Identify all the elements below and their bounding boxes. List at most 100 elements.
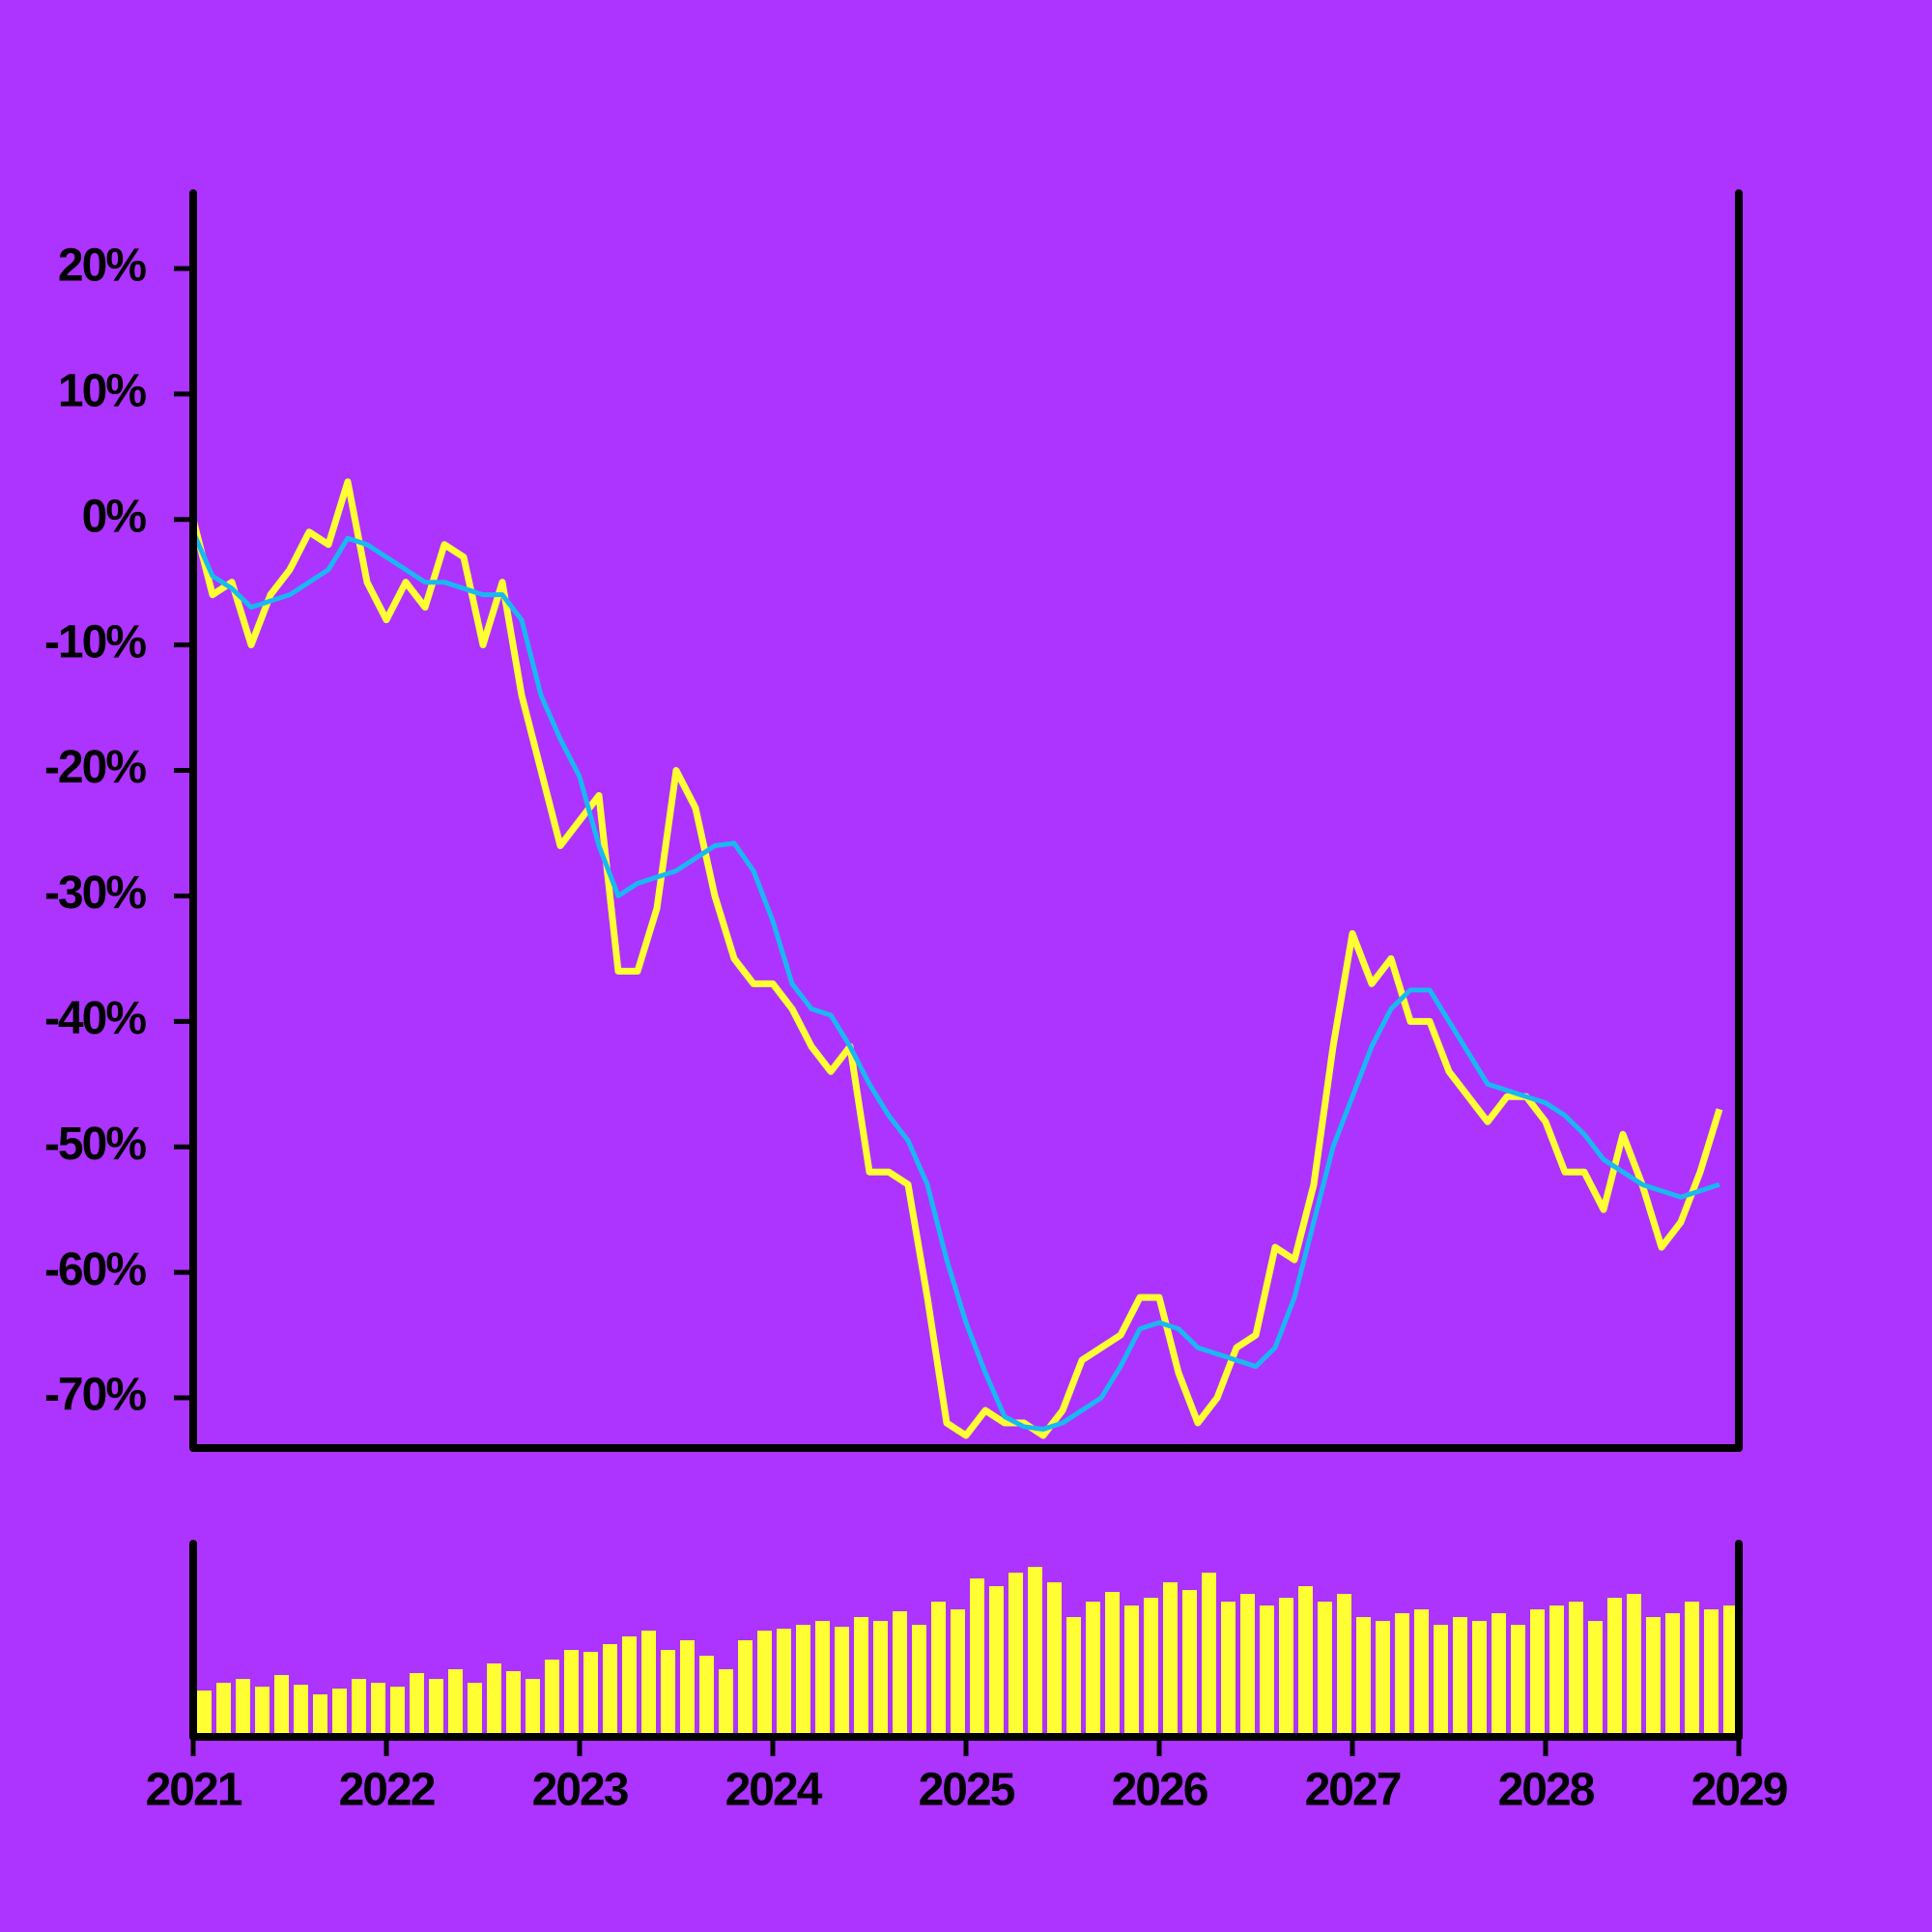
- volume-bar: [1395, 1613, 1409, 1737]
- volume-bar: [1434, 1625, 1448, 1737]
- volume-bar: [255, 1687, 270, 1737]
- volume-bar: [1627, 1594, 1641, 1737]
- volume-bar: [931, 1602, 946, 1737]
- volume-bar: [1066, 1617, 1081, 1737]
- volume-bar: [429, 1679, 443, 1737]
- volume-bar: [197, 1690, 212, 1737]
- volume-bar: [970, 1578, 984, 1737]
- volume-bar: [1124, 1605, 1139, 1737]
- volume-bar: [352, 1679, 366, 1737]
- volume-bar: [1549, 1605, 1564, 1737]
- y-tick-label: 10%: [58, 366, 146, 417]
- volume-bar: [1569, 1602, 1583, 1737]
- volume-bar: [757, 1631, 772, 1737]
- volume-bar: [371, 1683, 385, 1737]
- volume-bar: [1376, 1621, 1390, 1737]
- volume-bar: [1588, 1621, 1603, 1737]
- volume-bar: [274, 1675, 289, 1737]
- volume-bar: [641, 1631, 656, 1737]
- volume-bar: [1144, 1598, 1158, 1737]
- x-tick-label: 2025: [919, 1765, 1015, 1816]
- x-tick-label: 2027: [1305, 1765, 1401, 1816]
- volume-bar: [603, 1644, 617, 1737]
- volume-bar: [545, 1660, 559, 1737]
- volume-bar: [893, 1611, 907, 1737]
- volume-bar: [835, 1627, 849, 1737]
- series-line: [193, 530, 1720, 1433]
- volume-bar: [1279, 1598, 1293, 1737]
- volume-bar: [1665, 1613, 1680, 1737]
- volume-bar: [236, 1679, 250, 1737]
- volume-bar: [1607, 1598, 1622, 1737]
- volume-bar: [1202, 1573, 1216, 1737]
- volume-bar: [699, 1656, 714, 1737]
- volume-bar: [680, 1640, 695, 1737]
- volume-bar: [468, 1683, 482, 1737]
- y-tick-label: -20%: [44, 742, 146, 793]
- volume-bar: [1009, 1573, 1023, 1737]
- volume-bar: [738, 1640, 753, 1737]
- volume-bar: [1453, 1617, 1467, 1737]
- volume-bar: [854, 1617, 868, 1737]
- y-tick-label: 0%: [82, 491, 147, 542]
- volume-bar: [487, 1663, 501, 1737]
- volume-bar: [1298, 1586, 1313, 1737]
- volume-bar: [564, 1650, 579, 1737]
- x-tick-label: 2026: [1112, 1765, 1208, 1816]
- y-tick-label: 20%: [58, 241, 146, 292]
- volume-bar: [719, 1669, 733, 1737]
- series-line: [193, 478, 1723, 1439]
- volume-bar: [1492, 1613, 1506, 1737]
- y-tick-label: -40%: [44, 993, 146, 1044]
- volume-bar: [1047, 1582, 1062, 1737]
- x-tick-label: 2028: [1498, 1765, 1595, 1816]
- volume-bar: [1182, 1590, 1197, 1737]
- volume-bar: [1414, 1609, 1429, 1737]
- x-tick-label: 2029: [1691, 1765, 1787, 1816]
- volume-bar: [1723, 1605, 1738, 1737]
- y-tick-label: -60%: [44, 1244, 146, 1295]
- volume-bar: [1240, 1594, 1255, 1737]
- volume-bar: [1356, 1617, 1371, 1737]
- x-tick-label: 2023: [532, 1765, 628, 1816]
- volume-bar: [1472, 1621, 1487, 1737]
- x-tick-label: 2024: [725, 1765, 823, 1816]
- volume-bar: [448, 1669, 463, 1737]
- volume-bar: [796, 1625, 810, 1737]
- volume-bar: [989, 1586, 1004, 1737]
- volume-bar: [661, 1650, 675, 1737]
- volume-bar: [1704, 1609, 1719, 1737]
- volume-bar: [506, 1671, 521, 1737]
- volume-bar: [294, 1685, 308, 1737]
- volume-bar: [815, 1621, 830, 1737]
- volume-bar: [390, 1687, 405, 1737]
- volume-bar: [313, 1694, 327, 1737]
- marks: [193, 478, 1738, 1737]
- volume-bar: [1086, 1602, 1100, 1737]
- volume-bar: [1221, 1602, 1236, 1737]
- volume-bar: [1685, 1602, 1699, 1737]
- volume-bar: [1511, 1625, 1525, 1737]
- y-tick-label: -50%: [44, 1119, 146, 1170]
- volume-bar: [777, 1629, 791, 1737]
- volume-bar: [951, 1609, 965, 1737]
- y-tick-label: -10%: [44, 616, 146, 668]
- volume-bar: [216, 1683, 231, 1737]
- volume-bar: [1163, 1582, 1178, 1737]
- volume-bar: [1105, 1592, 1120, 1737]
- volume-bar: [1028, 1567, 1042, 1737]
- volume-bar: [526, 1679, 540, 1737]
- y-tick-label: -70%: [44, 1370, 146, 1421]
- volume-bar: [1646, 1617, 1661, 1737]
- volume-bar: [1530, 1609, 1545, 1737]
- x-tick-label: 2021: [146, 1765, 242, 1816]
- x-tick-label: 2022: [339, 1765, 435, 1816]
- volume-bar: [410, 1673, 424, 1737]
- volume-bar: [622, 1636, 637, 1737]
- volume-bar: [1318, 1602, 1332, 1737]
- volume-bar: [1337, 1594, 1351, 1737]
- y-tick-label: -30%: [44, 867, 146, 919]
